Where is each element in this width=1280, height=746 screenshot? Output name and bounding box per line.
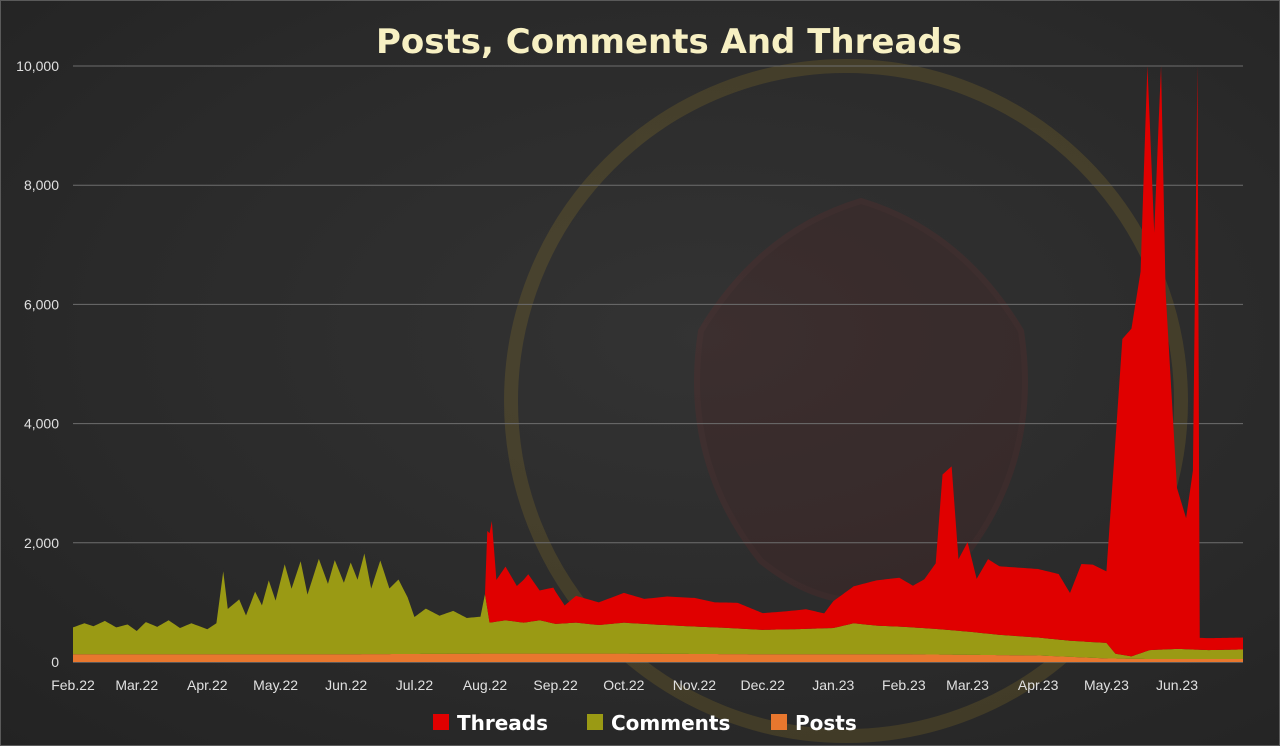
y-tick-label: 6,000: [24, 296, 59, 312]
x-tick-label: Mar.23: [946, 677, 989, 693]
x-tick-label: Apr.22: [187, 677, 228, 693]
y-tick-label: 2,000: [24, 535, 59, 551]
chart-title: Posts, Comments And Threads: [376, 22, 962, 62]
y-tick-label: 0: [51, 654, 59, 670]
x-tick-label: Dec.22: [741, 677, 786, 693]
x-tick-label: Feb.23: [882, 677, 926, 693]
x-tick-label: Sep.22: [533, 677, 578, 693]
x-tick-label: Jan.23: [812, 677, 854, 693]
legend-swatch-comments: [587, 714, 603, 730]
x-tick-label: Mar.22: [115, 677, 158, 693]
y-tick-label: 4,000: [24, 416, 59, 432]
area-posts: [73, 653, 1243, 662]
area-comments: [73, 553, 1243, 660]
y-tick-label: 10,000: [16, 58, 59, 74]
y-tick-label: 8,000: [24, 177, 59, 193]
legend-label-posts: Posts: [795, 711, 857, 735]
legend: Threads Comments Posts: [433, 711, 857, 735]
x-tick-label: Nov.22: [673, 677, 717, 693]
x-tick-label: Aug.22: [463, 677, 508, 693]
x-tick-label: Jul.22: [396, 677, 434, 693]
x-tick-label: Feb.22: [51, 677, 95, 693]
x-tick-label: Apr.23: [1018, 677, 1059, 693]
axis-labels: 0 2,000 4,000 6,000 8,000 10,000 Feb.22 Mar.22 A…: [16, 58, 1198, 693]
legend-label-comments: Comments: [611, 711, 730, 735]
x-tick-label: Oct.22: [603, 677, 644, 693]
x-tick-label: May.23: [1084, 677, 1129, 693]
legend-swatch-threads: [433, 714, 449, 730]
x-tick-label: Jun.23: [1156, 677, 1198, 693]
x-tick-label: Jun.22: [325, 677, 367, 693]
plot-area: [73, 66, 1243, 662]
legend-swatch-posts: [771, 714, 787, 730]
legend-label-threads: Threads: [457, 711, 548, 735]
x-tick-label: May.22: [253, 677, 298, 693]
area-threads: [73, 66, 1243, 657]
